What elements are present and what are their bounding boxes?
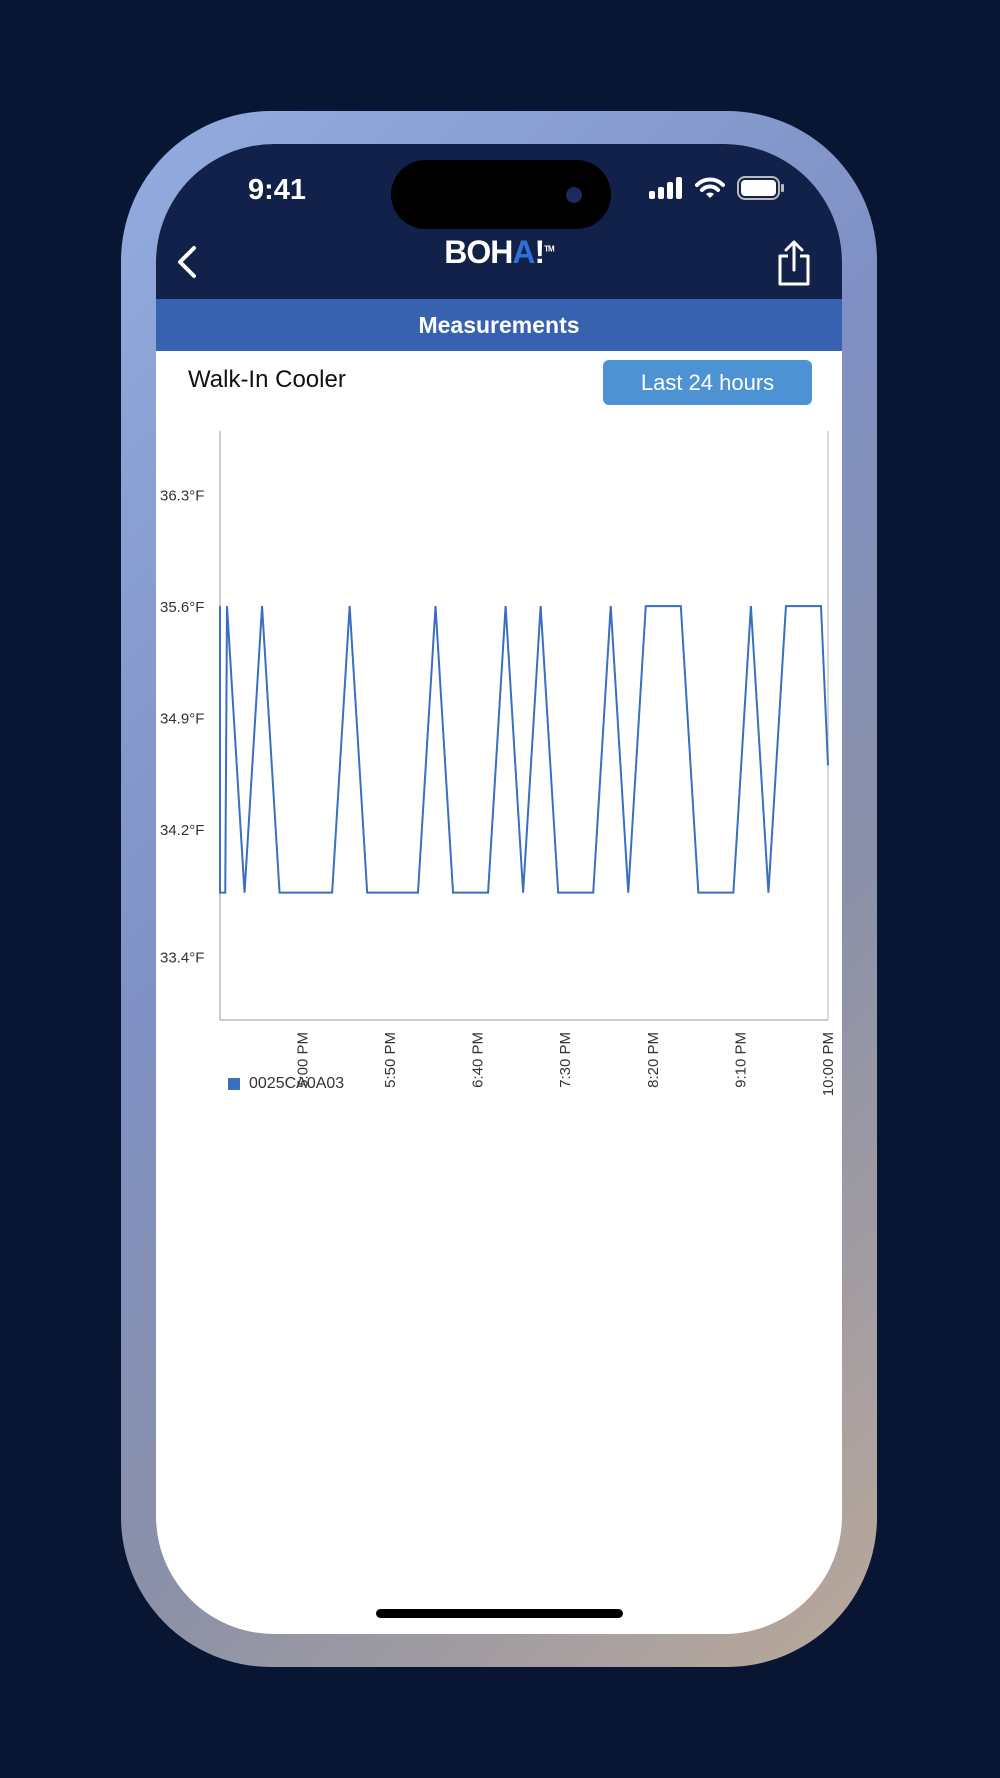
x-tick-label: 7:30 PM [557, 1032, 574, 1088]
y-tick-label: 35.6°F [160, 599, 204, 616]
signal-icon [649, 177, 682, 199]
home-indicator[interactable] [376, 1609, 623, 1618]
share-icon[interactable] [774, 240, 814, 286]
measurements-title-bar: Measurements [156, 299, 842, 351]
y-tick-label: 34.9°F [160, 711, 204, 728]
boha-logo: BOHA!TM [444, 234, 554, 270]
y-tick-label: 36.3°F [160, 488, 204, 505]
temperature-chart: 36.3°F 35.6°F 34.9°F 34.2°F 33.4°F 5:00 PM 5:5… [160, 431, 837, 1096]
y-tick-label: 33.4°F [160, 949, 204, 966]
series-line [219, 605, 829, 894]
camera-icon [566, 187, 582, 203]
x-tick-label: 6:40 PM [470, 1032, 487, 1088]
legend-label: 0025CA0A03 [249, 1075, 345, 1092]
nav-header: 9:41 BOHA!TM [156, 144, 842, 299]
x-tick-label: 8:20 PM [645, 1032, 662, 1088]
x-tick-label: 5:00 PM [294, 1032, 311, 1088]
wifi-icon [695, 177, 725, 198]
status-time: 9:41 [248, 174, 307, 206]
x-tick-label: 10:00 PM [820, 1032, 837, 1096]
chart-legend: 0025CA0A03 [228, 1075, 344, 1093]
legend-swatch [228, 1078, 240, 1090]
x-tick-label: 5:50 PM [382, 1032, 399, 1088]
back-chevron-icon[interactable] [170, 242, 210, 282]
time-range-button[interactable]: Last 24 hours [603, 360, 812, 405]
y-tick-label: 34.2°F [160, 822, 204, 839]
battery-icon [737, 176, 784, 200]
status-icons [649, 176, 785, 200]
device-name: Walk-In Cooler [188, 366, 346, 393]
x-tick-label: 9:10 PM [732, 1032, 749, 1088]
phone-screen: 9:41 BOHA!TM Measurements Walk-In Cooler… [156, 144, 842, 1634]
dynamic-island [391, 160, 611, 229]
